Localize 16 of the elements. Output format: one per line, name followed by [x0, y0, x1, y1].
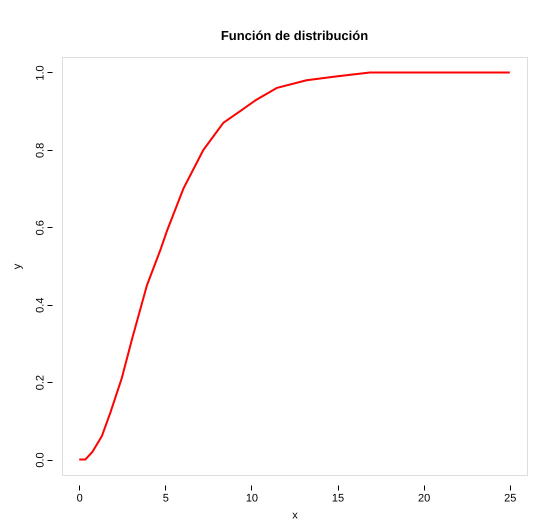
x-tick-label: 0 [76, 492, 83, 504]
x-tick-label: 10 [246, 492, 258, 504]
y-tick-label: 0.4 [34, 298, 46, 313]
chart-title: Función de distribución [220, 28, 368, 43]
x-tick-label: 25 [504, 492, 516, 504]
y-axis-title: y [12, 263, 24, 270]
y-tick-label: 1.0 [34, 65, 46, 81]
x-tick-label: 15 [332, 492, 344, 504]
y-tick-label: 0.2 [34, 374, 46, 390]
y-tick-label: 0.0 [34, 452, 46, 468]
y-tick-label: 0.6 [34, 220, 46, 236]
line-series [78, 71, 511, 461]
x-tick-label: 20 [418, 492, 430, 504]
x-tick-label: 5 [162, 492, 169, 504]
y-tick-label: 0.8 [34, 142, 46, 158]
x-axis-title: x [292, 510, 298, 522]
